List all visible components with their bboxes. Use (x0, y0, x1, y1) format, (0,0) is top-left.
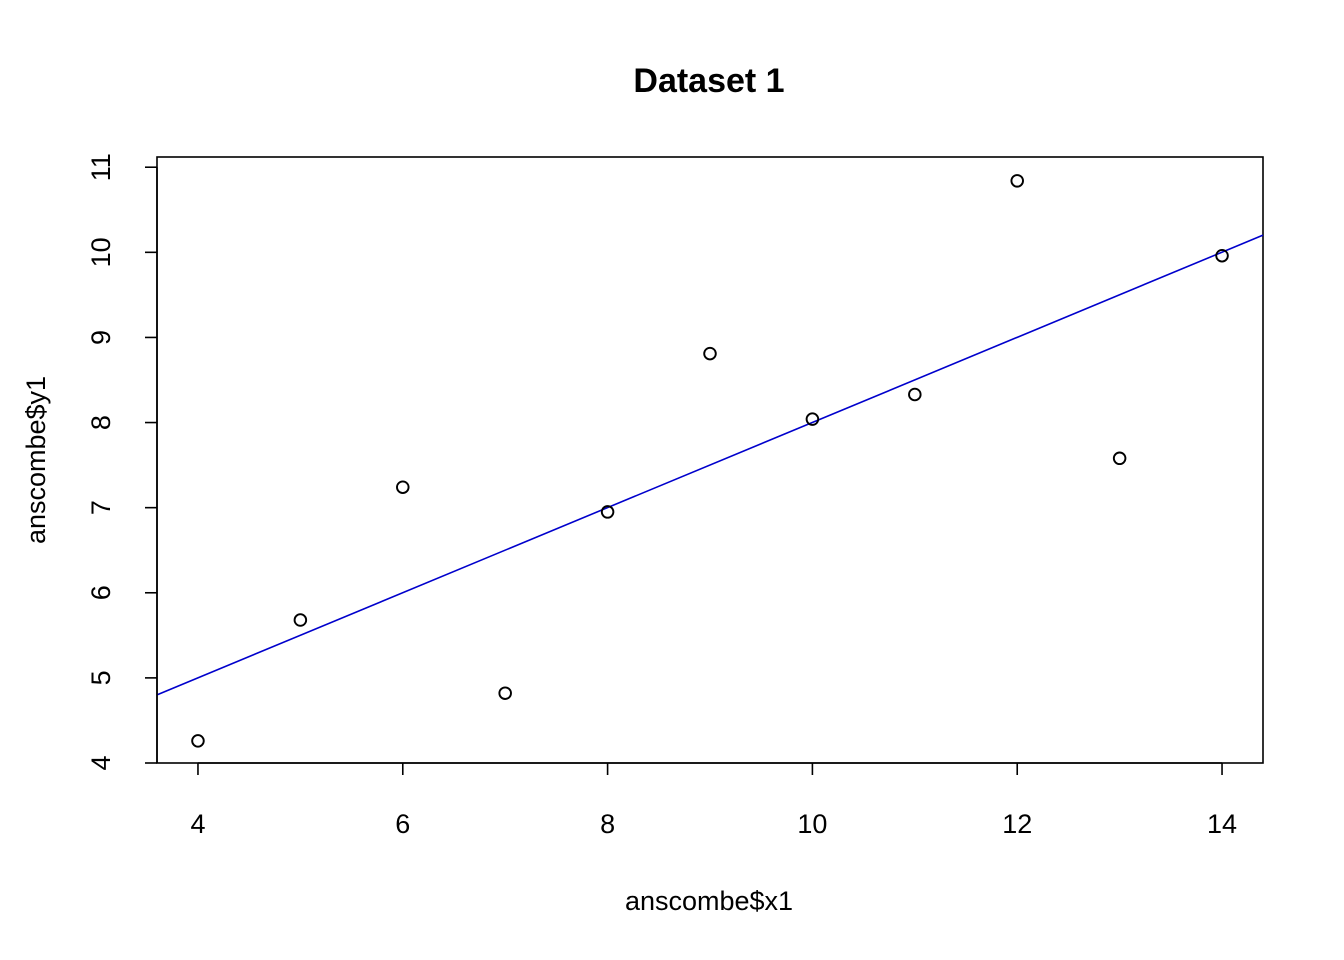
x-tick-label: 4 (190, 809, 205, 839)
data-point (805, 412, 820, 426)
data-points (191, 174, 1229, 748)
data-point (703, 346, 717, 361)
regression-line (156, 234, 1264, 696)
data-point (293, 613, 308, 627)
x-tick-label: 8 (600, 809, 615, 839)
data-point (191, 734, 205, 748)
y-tick-label: 9 (86, 330, 116, 345)
x-tick-label: 10 (797, 809, 827, 839)
y-tick-label: 4 (86, 755, 116, 770)
y-axis: 4 5 6 7 8 9 10 11 (86, 153, 158, 771)
data-point (1215, 248, 1229, 263)
data-point (396, 480, 410, 494)
y-tick-label: 7 (86, 500, 116, 515)
plot-frame (156, 156, 1264, 764)
y-tick-label: 11 (86, 153, 116, 181)
data-point (1112, 451, 1127, 466)
y-axis-label: anscombe$y1 (21, 376, 51, 544)
data-point (1010, 174, 1024, 188)
y-tick-label: 5 (86, 670, 116, 685)
x-axis-label: anscombe$x1 (625, 886, 793, 916)
data-point (498, 686, 512, 700)
y-tick-label: 6 (86, 585, 116, 600)
x-axis: 4 6 8 10 12 14 (190, 762, 1237, 839)
data-point (908, 387, 922, 402)
y-tick-label: 10 (86, 237, 116, 267)
chart-title: Dataset 1 (633, 62, 784, 100)
data-point (600, 505, 615, 519)
x-tick-label: 14 (1207, 809, 1237, 839)
x-tick-label: 12 (1002, 809, 1032, 839)
x-tick-label: 6 (395, 809, 410, 839)
y-tick-label: 8 (86, 415, 116, 430)
regression-line-layer (156, 234, 1264, 696)
